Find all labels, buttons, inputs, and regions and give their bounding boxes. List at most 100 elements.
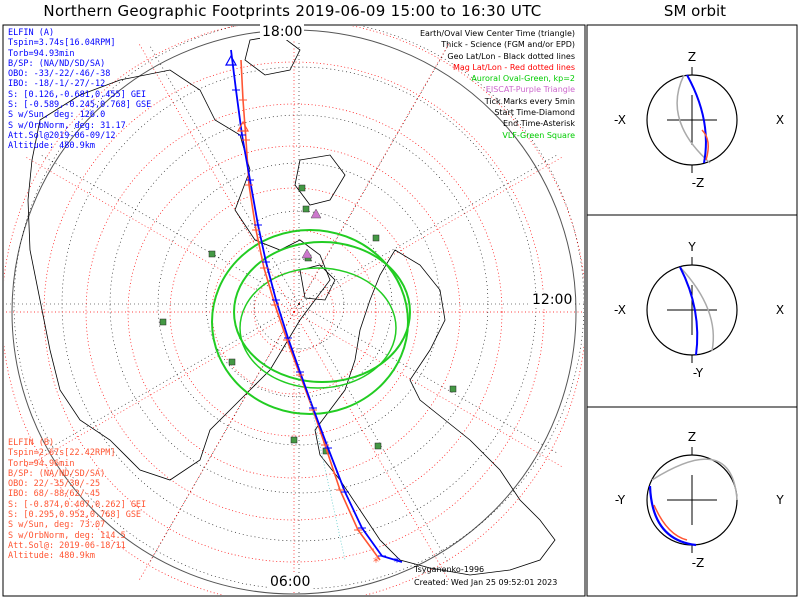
elfin-b-info: ELFIN (B) Tspin=2.67s[22.42RPM] Torb=94.96… [8,438,146,562]
info-line: OBO: 22/-35/30/-25 [8,479,101,490]
elfin-a-sm-orbit [648,485,697,547]
orbit-grey [676,74,711,164]
info-line: S w/Sun, deg: 126.0 [8,110,106,121]
vlf-station [208,250,216,258]
legend-item: Auroral Oval-Green, kp=2 [471,74,575,84]
legend-item: Tick Marks every 5min [484,96,575,106]
spacecraft-name: ELFIN (B) [8,438,55,448]
info-line: S: [0.126,-0.681,0.455] GEI [8,89,147,100]
vlf-station [302,205,310,213]
elfin-b-center-triangle [236,120,250,132]
sm-axis-label-right: X [776,303,784,317]
info-line: S: [-0.874,0.407,0.262] GEI [8,499,147,510]
sm-orbit-panels: Z -Z -X X Y -Y -X X Z -Z -Y Y [614,50,784,570]
sm-axis-label-right: Y [775,493,784,507]
coastline [27,69,331,481]
sm-orbit-title: SM orbit [663,2,727,20]
mlt-label-06: 06:00 [268,574,313,590]
model-label: Tsyganenko-1996 [414,565,485,574]
sm-frame [586,24,798,597]
mag-lon-line [138,43,295,313]
elfin-b-sm-orbit [701,129,709,161]
legend-item: End Time-Asterisk [502,119,575,129]
vlf-station [159,318,167,326]
vlf-station [372,234,380,242]
info-line: Tspin=2.67s[22.42RPM] [8,448,116,459]
mag-lon-line [293,156,563,313]
mag-lon-line [138,311,295,581]
info-line: Att.Sol@2019-06-09/12 [8,130,116,141]
mag-lat-circle [43,61,545,563]
sm-axis-label-left: -Y [615,493,626,507]
info-line: Altitude: 480.9km [8,141,95,152]
vlf-station [290,436,298,444]
mlt-label-18: 18:00 [260,24,305,40]
legend-item: Earth/Oval View Center Time (triangle) [419,29,575,38]
elfin-a-track [230,49,403,563]
sm-axis-label-top: Z [688,50,696,64]
mag-lon-line [25,156,295,313]
legend-item: Start Time-Diamond [494,108,575,118]
legend-item: VLF-Green Square [502,130,575,140]
legend-item: Mag Lat/Lon - Red dotted lines [452,62,575,72]
elfin-a-info: ELFIN (A) Tspin=3.74s[16.04RPM] Torb=94.93… [8,28,151,152]
elfin-a-sm-orbit [686,74,707,164]
created-label: Created: Wed Jan 25 09:52:01 2023 [414,578,558,587]
info-line: Torb=94.96min [8,458,75,469]
coastline [244,34,301,76]
polar-map: ** [4,26,584,595]
info-line: S w/Sun, deg: 73.07 [8,520,106,531]
mag-lon-line [25,311,295,468]
mag-lon-line [293,43,450,313]
info-line: Altitude: 480.9km [8,551,95,562]
elfin-a-center-triangle [224,54,238,66]
info-line: S w/OrbNorm, deg: 114.5 [8,530,126,541]
eiscat-site [301,248,313,259]
mag-lon-line [293,311,563,468]
elfin-b-track [240,59,381,561]
sm-axis-label-bottom: -Z [692,556,705,570]
coastline [314,249,556,576]
info-line: S: [0.295,0.952,0.768] GSE [8,510,142,521]
info-line: S w/OrbNorm, deg: 31.17 [8,120,126,131]
vlf-station [228,358,236,366]
orbit-grey [679,266,715,352]
elfin-a-end-asterisk: * [394,555,400,569]
geo-lon-line [39,303,300,455]
guide-line [309,399,346,561]
info-line: Tspin=3.74s[16.04RPM] [8,38,116,49]
orbit-grey [651,458,738,501]
map-clip-group: ** [4,26,584,595]
legend-item: Thick - Science (FGM and/or EPD) [441,40,575,50]
elfin-b-end-asterisk: * [373,555,379,569]
coastline [299,264,336,301]
auroral-oval-outer [211,229,409,415]
mlt-label-12: 12:00 [530,292,575,308]
legend-item: EISCAT-Purple Triangle [485,85,575,95]
sm-axis-label-top: Z [688,430,696,444]
vlf-station [449,385,457,393]
figure-title: Northern Geographic Footprints 2019-06-0… [43,2,542,20]
elfin-b-sm-orbit [653,504,688,541]
info-line: Att.Sol@: 2019-06-18/11 [8,540,126,551]
coastline [294,154,346,206]
legend-item: Geo Lat/Lon - Black dotted lines [447,51,575,61]
sm-axis-label-right: X [776,113,784,127]
mag-lon-line [293,311,450,581]
info-line: IBO: 68/-88/62/-45 [8,489,101,500]
vlf-station [374,442,382,450]
mag-lat-circle [85,103,503,521]
geo-lon-line [298,153,559,305]
legend: Earth/Oval View Center Time (triangle) Th… [420,28,575,141]
mag-lat-circle [211,229,377,395]
auroral-oval-inner2 [239,267,397,389]
mag-lat-circle [169,187,419,437]
info-line: Torb=94.93min [8,48,75,59]
sm-axis-label-left: -X [614,303,626,317]
sm-axis-label-bottom: -Z [692,176,705,190]
info-line: S: [-0.589,-0.245,0.768] GSE [8,100,152,111]
mag-lat-circle [127,145,461,479]
sm-axis-label-left: -X [614,113,626,127]
vlf-station [298,184,306,192]
